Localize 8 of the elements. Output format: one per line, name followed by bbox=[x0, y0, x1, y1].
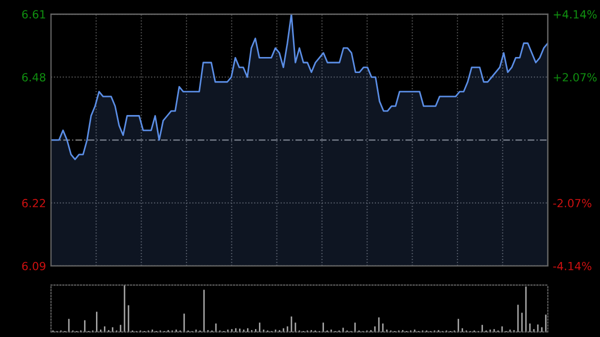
y2-tick-label: +2.07% bbox=[554, 73, 597, 82]
y2-tick-label: +4.14% bbox=[554, 10, 597, 19]
y2-tick-label: -4.14% bbox=[553, 262, 592, 270]
y-tick-label: 6.48 bbox=[22, 73, 46, 82]
y-tick-label: 6.09 bbox=[22, 262, 46, 270]
y-tick-label: 6.22 bbox=[22, 198, 46, 208]
y-tick-label: 6.61 bbox=[22, 10, 46, 19]
y2-tick-label: -2.07% bbox=[553, 198, 592, 208]
